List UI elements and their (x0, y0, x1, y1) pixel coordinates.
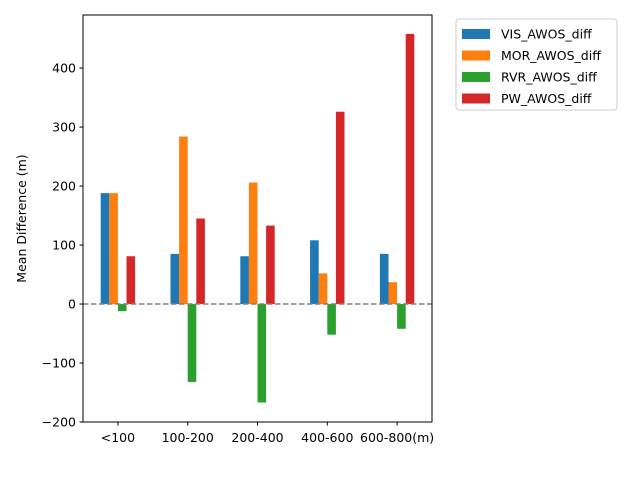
bar-RVR_AWOS_diff-200-400 (257, 304, 267, 403)
bar-VIS_AWOS_diff-400-600 (310, 240, 319, 305)
bar-PW_AWOS_diff-200-400 (266, 225, 275, 305)
bar-VIS_AWOS_diff-200-400 (240, 256, 249, 305)
legend-box (455, 18, 618, 111)
bar-PW_AWOS_diff-400-600 (335, 111, 345, 305)
x-axis: <100 100-200 200-400 400-600 600-800(m) (101, 422, 434, 445)
bar-RVR_AWOS_diff-<100 (117, 304, 127, 312)
y-tick-label: 0 (68, 297, 76, 312)
bar-VIS_AWOS_diff-600-800(m) (379, 253, 389, 305)
legend-label-VIS_AWOS_diff: VIS_AWOS_diff (501, 27, 592, 42)
legend: VIS_AWOS_diff MOR_AWOS_diff RVR_AWOS_diff P… (455, 18, 618, 111)
legend-label-RVR_AWOS_diff: RVR_AWOS_diff (501, 70, 597, 85)
bar-VIS_AWOS_diff-100-200 (170, 253, 180, 305)
bar-PW_AWOS_diff-100-200 (196, 218, 205, 305)
y-axis: −200 −100 0 100 200 300 400 (42, 61, 83, 430)
y-tick-label: 400 (52, 61, 76, 76)
x-tick-label: 200-400 (231, 430, 283, 445)
bar-MOR_AWOS_diff-600-800(m) (388, 282, 398, 305)
bar-PW_AWOS_diff-600-800(m) (405, 33, 415, 305)
x-tick-label: <100 (101, 430, 135, 445)
bar-RVR_AWOS_diff-600-800(m) (397, 304, 406, 329)
x-tick-label: 400-600 (301, 430, 353, 445)
bar-MOR_AWOS_diff-100-200 (179, 136, 188, 305)
legend-label-PW_AWOS_diff: PW_AWOS_diff (501, 91, 592, 106)
bar-PW_AWOS_diff-<100 (126, 256, 136, 305)
x-tick-label: 600-800(m) (360, 430, 434, 445)
y-tick-label: −200 (42, 415, 76, 430)
x-tick-label: 100-200 (162, 430, 214, 445)
bar-MOR_AWOS_diff-200-400 (248, 182, 258, 305)
legend-label-MOR_AWOS_diff: MOR_AWOS_diff (501, 48, 601, 63)
bar-VIS_AWOS_diff-<100 (100, 193, 110, 305)
y-tick-label: 200 (52, 179, 76, 194)
legend-swatch-MOR_AWOS_diff (462, 50, 490, 61)
bar-RVR_AWOS_diff-400-600 (327, 304, 336, 335)
y-tick-label: 300 (52, 120, 76, 135)
y-tick-label: −100 (42, 356, 76, 371)
legend-swatch-VIS_AWOS_diff (462, 29, 490, 39)
bar-RVR_AWOS_diff-100-200 (187, 304, 197, 382)
bar-MOR_AWOS_diff-400-600 (318, 273, 328, 305)
legend-swatch-RVR_AWOS_diff (462, 72, 490, 82)
y-axis-label: Mean Difference (m) (14, 154, 29, 282)
y-tick-label: 100 (52, 238, 76, 253)
bars-layer (100, 33, 415, 403)
bar-MOR_AWOS_diff-<100 (109, 193, 118, 305)
legend-swatch-PW_AWOS_diff (462, 93, 490, 104)
